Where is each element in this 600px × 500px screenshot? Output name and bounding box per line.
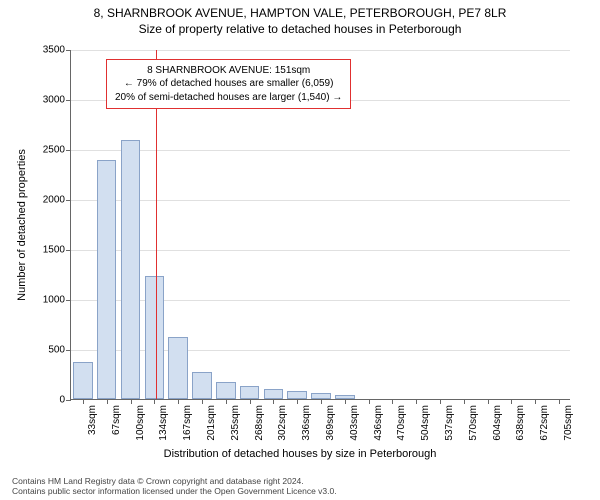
grid-line (71, 250, 570, 251)
x-tick-label: 268sqm (254, 405, 265, 441)
x-tick-mark (440, 399, 441, 404)
x-tick-label: 604sqm (492, 405, 503, 441)
x-tick-mark (154, 399, 155, 404)
x-tick-mark (321, 399, 322, 404)
y-tick-label: 2500 (43, 145, 71, 156)
histogram-bar (121, 140, 141, 399)
x-tick-label: 369sqm (325, 405, 336, 441)
x-tick-mark (273, 399, 274, 404)
footer-attribution: Contains HM Land Registry data © Crown c… (12, 476, 337, 496)
x-tick-mark (369, 399, 370, 404)
y-axis-label: Number of detached properties (16, 149, 28, 301)
annotation-box: 8 SHARNBROOK AVENUE: 151sqm← 79% of deta… (106, 59, 351, 110)
x-tick-mark (559, 399, 560, 404)
y-tick-label: 3500 (43, 45, 71, 56)
y-tick-label: 0 (59, 395, 71, 406)
x-tick-label: 705sqm (563, 405, 574, 441)
x-tick-mark (464, 399, 465, 404)
x-tick-label: 570sqm (468, 405, 479, 441)
grid-line (71, 200, 570, 201)
annotation-line-2: ← 79% of detached houses are smaller (6,… (115, 77, 342, 91)
x-tick-label: 302sqm (277, 405, 288, 441)
x-tick-label: 100sqm (135, 405, 146, 441)
x-tick-mark (416, 399, 417, 404)
x-tick-label: 638sqm (515, 405, 526, 441)
x-tick-mark (178, 399, 179, 404)
grid-line (71, 50, 570, 51)
histogram-bar (97, 160, 117, 399)
x-tick-mark (202, 399, 203, 404)
x-tick-mark (131, 399, 132, 404)
x-tick-mark (345, 399, 346, 404)
chart-subtitle: Size of property relative to detached ho… (0, 22, 600, 38)
y-tick-label: 3000 (43, 95, 71, 106)
y-tick-label: 1000 (43, 295, 71, 306)
x-tick-label: 67sqm (111, 405, 122, 435)
histogram-bar (168, 337, 188, 399)
x-tick-label: 403sqm (349, 405, 360, 441)
x-tick-mark (488, 399, 489, 404)
x-tick-label: 336sqm (301, 405, 312, 441)
annotation-line-1: 8 SHARNBROOK AVENUE: 151sqm (115, 64, 342, 78)
x-tick-label: 33sqm (87, 405, 98, 435)
footer-line-2: Contains public sector information licen… (12, 486, 337, 496)
x-tick-label: 672sqm (539, 405, 550, 441)
y-tick-label: 500 (48, 345, 71, 356)
x-tick-label: 537sqm (444, 405, 455, 441)
x-tick-mark (83, 399, 84, 404)
x-axis-label: Distribution of detached houses by size … (0, 448, 600, 460)
x-tick-label: 201sqm (206, 405, 217, 441)
x-tick-mark (297, 399, 298, 404)
chart-title: 8, SHARNBROOK AVENUE, HAMPTON VALE, PETE… (0, 0, 600, 22)
histogram-bar (145, 276, 165, 399)
histogram-plot: 050010001500200025003000350033sqm67sqm10… (70, 50, 570, 400)
histogram-bar (287, 391, 307, 399)
grid-line (71, 150, 570, 151)
y-tick-label: 2000 (43, 195, 71, 206)
x-tick-label: 436sqm (373, 405, 384, 441)
x-tick-label: 134sqm (158, 405, 169, 441)
x-tick-mark (511, 399, 512, 404)
footer-line-1: Contains HM Land Registry data © Crown c… (12, 476, 337, 486)
x-tick-label: 167sqm (182, 405, 193, 441)
histogram-bar (192, 372, 212, 399)
histogram-bar (240, 386, 260, 399)
x-tick-label: 470sqm (396, 405, 407, 441)
histogram-bar (73, 362, 93, 399)
y-tick-label: 1500 (43, 245, 71, 256)
histogram-bar (264, 389, 284, 399)
x-tick-mark (226, 399, 227, 404)
x-tick-mark (107, 399, 108, 404)
x-tick-label: 504sqm (420, 405, 431, 441)
x-tick-mark (535, 399, 536, 404)
x-tick-mark (250, 399, 251, 404)
histogram-bar (216, 382, 236, 399)
x-tick-mark (392, 399, 393, 404)
annotation-line-3: 20% of semi-detached houses are larger (… (115, 91, 342, 105)
x-tick-label: 235sqm (230, 405, 241, 441)
